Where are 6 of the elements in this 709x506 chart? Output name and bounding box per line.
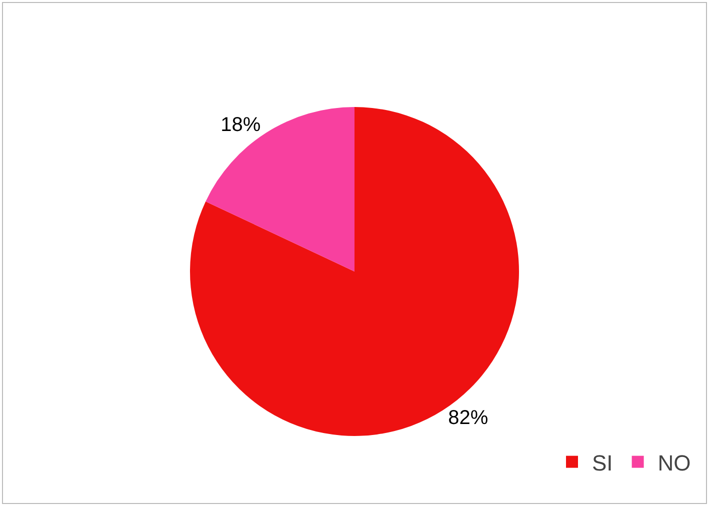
legend-label: SI [592, 450, 613, 476]
legend-label: NO [658, 450, 691, 476]
pie-slice [190, 107, 519, 436]
data-label: 18% [220, 114, 261, 136]
pie-slice [206, 107, 354, 272]
data-label: 82% [448, 407, 488, 430]
